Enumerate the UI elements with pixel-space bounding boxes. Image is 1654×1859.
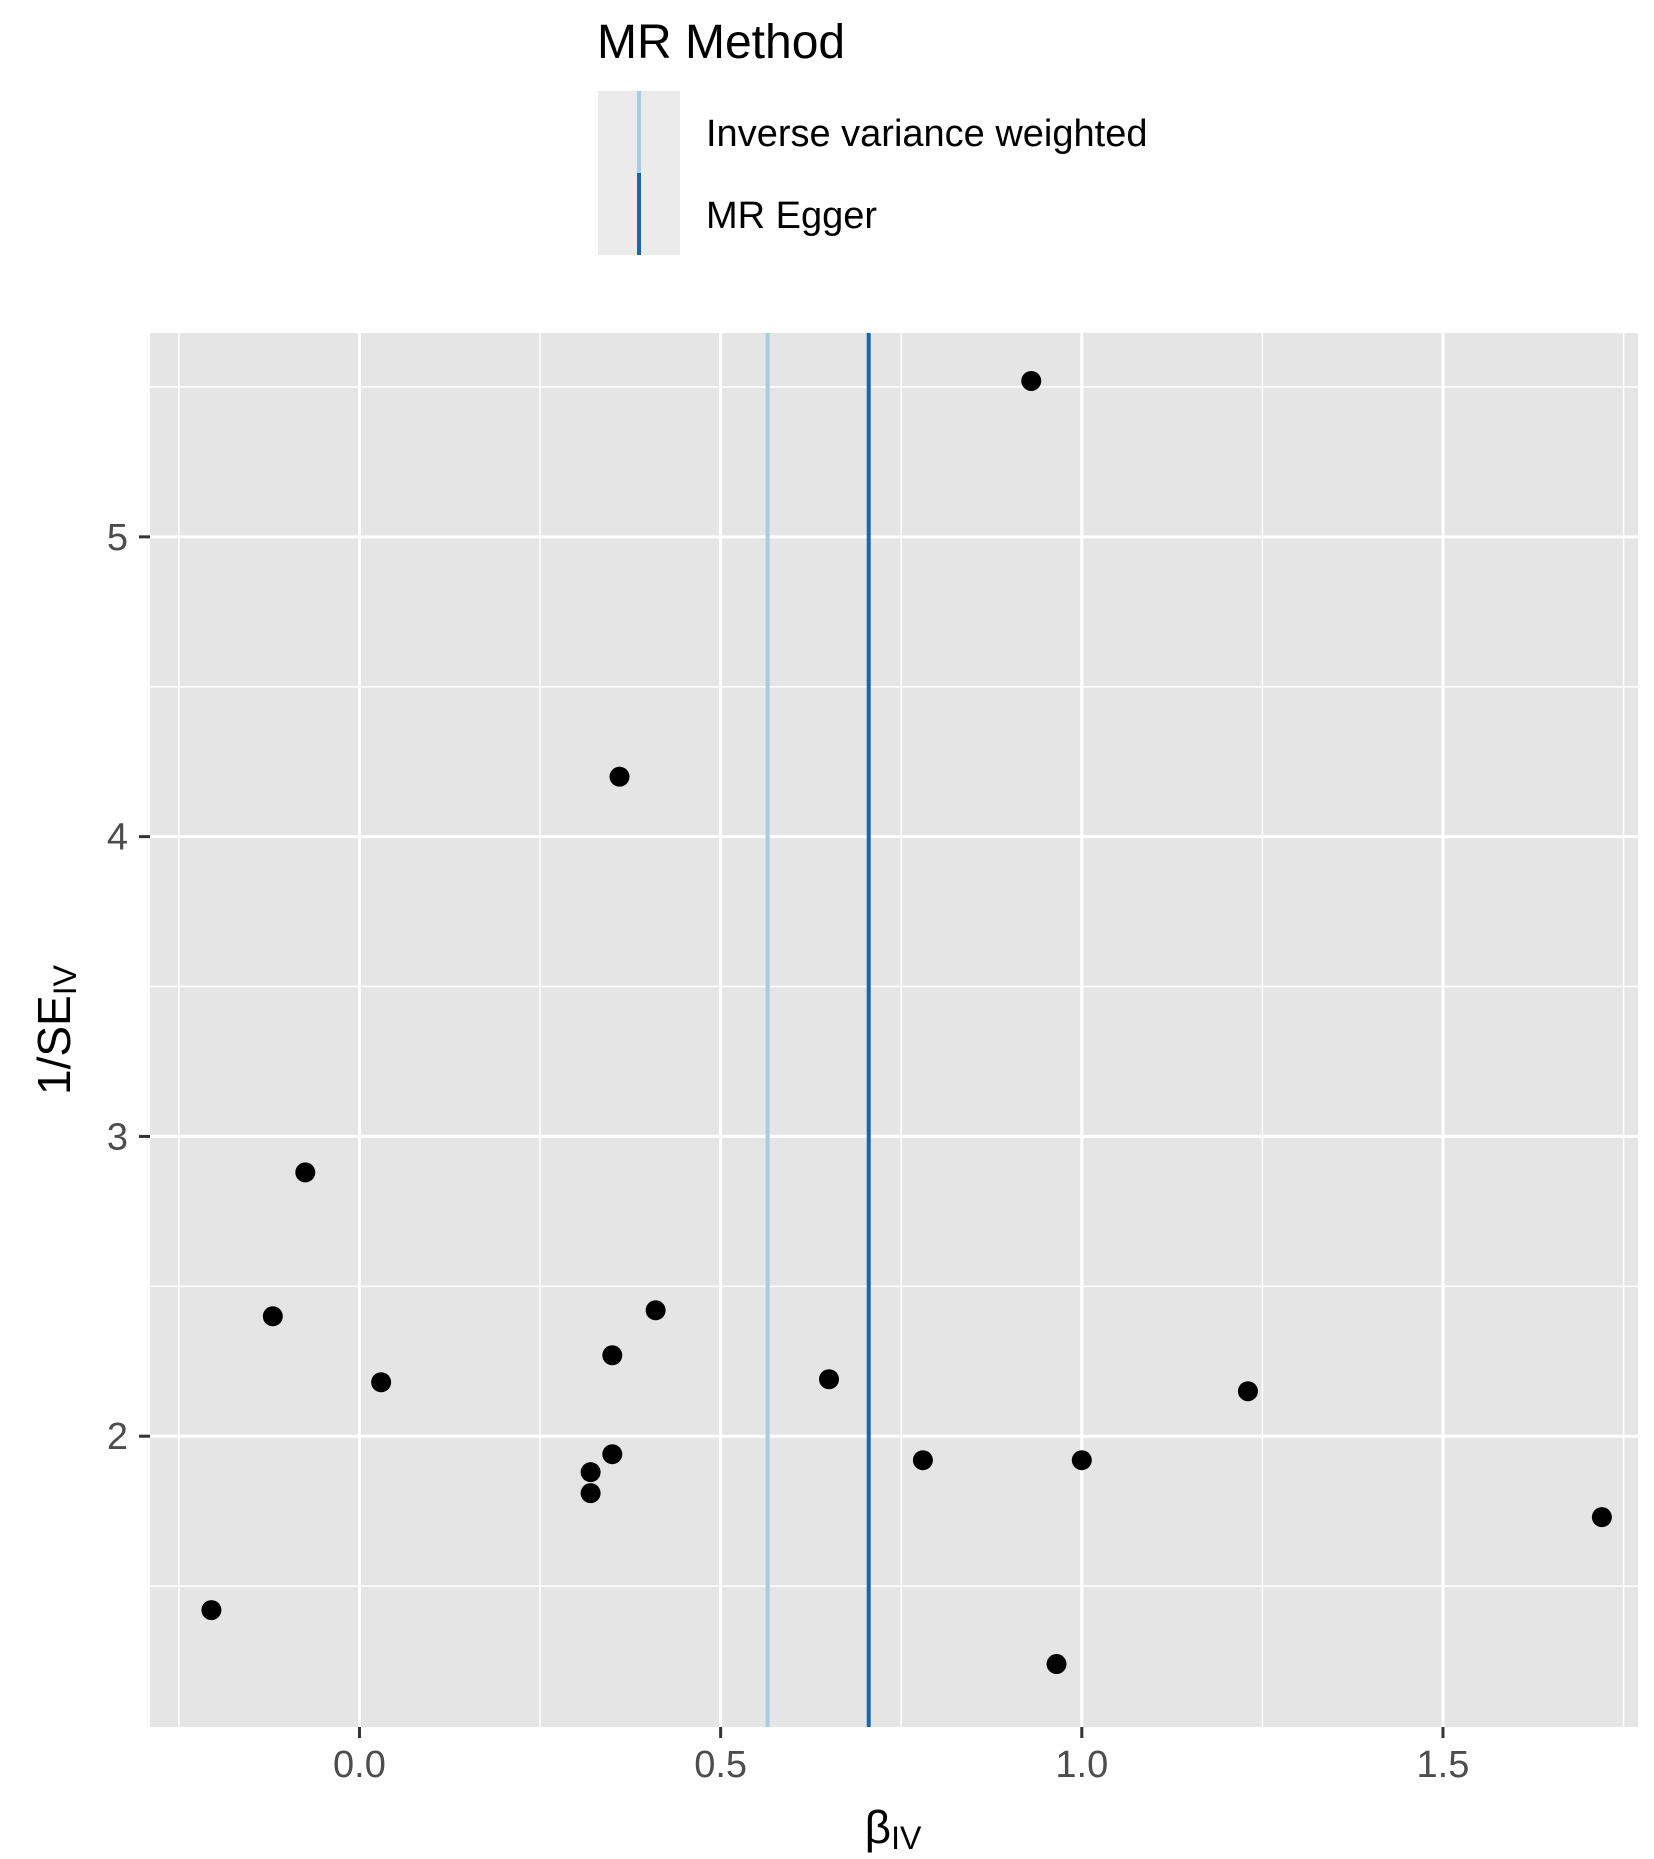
x-tick-label: 0.5	[694, 1744, 747, 1786]
data-point	[262, 1306, 283, 1327]
data-point	[818, 1369, 839, 1390]
data-point	[912, 1450, 933, 1471]
x-tick-label: 0.0	[333, 1744, 386, 1786]
data-point	[609, 766, 630, 787]
y-axis-title-main: 1/SE	[28, 995, 80, 1095]
y-tick-label: 4	[107, 817, 128, 859]
data-points	[201, 370, 1612, 1675]
data-point	[371, 1372, 392, 1393]
y-axis: 2 3 4 5	[107, 517, 150, 1458]
data-point	[602, 1444, 623, 1465]
method-lines	[765, 333, 871, 1727]
data-point	[1071, 1450, 1092, 1471]
y-tick-label: 3	[107, 1116, 128, 1158]
data-point	[645, 1300, 666, 1321]
y-tick-label: 5	[107, 517, 128, 559]
data-point	[1237, 1381, 1258, 1402]
x-tick-label: 1.0	[1055, 1744, 1108, 1786]
data-point	[1021, 370, 1042, 391]
data-point	[1046, 1654, 1067, 1675]
y-axis-title: 1/SEIV	[28, 964, 83, 1095]
legend-label-mr-egger: MR Egger	[706, 195, 877, 237]
grid-minor	[150, 333, 1638, 1727]
y-axis-title-subscript: IV	[47, 964, 83, 995]
x-axis: 0.0 0.5 1.0 1.5	[333, 1727, 1469, 1786]
data-point	[295, 1162, 316, 1183]
data-point	[580, 1483, 601, 1504]
grid-major	[150, 333, 1638, 1727]
x-tick-label: 1.5	[1417, 1744, 1470, 1786]
data-point	[602, 1345, 623, 1366]
data-point	[1591, 1507, 1612, 1528]
y-tick-label: 2	[107, 1416, 128, 1458]
legend: MR Method Inverse variance weighted MR E…	[597, 16, 1147, 255]
x-axis-title-main: β	[865, 1801, 891, 1853]
x-axis-title-subscript: IV	[891, 1820, 922, 1856]
x-axis-title: βIV	[865, 1801, 922, 1856]
legend-title: MR Method	[597, 16, 845, 69]
legend-label-ivw: Inverse variance weighted	[706, 113, 1147, 155]
data-point	[580, 1462, 601, 1483]
plot-panel	[150, 333, 1638, 1727]
data-point	[201, 1600, 222, 1621]
